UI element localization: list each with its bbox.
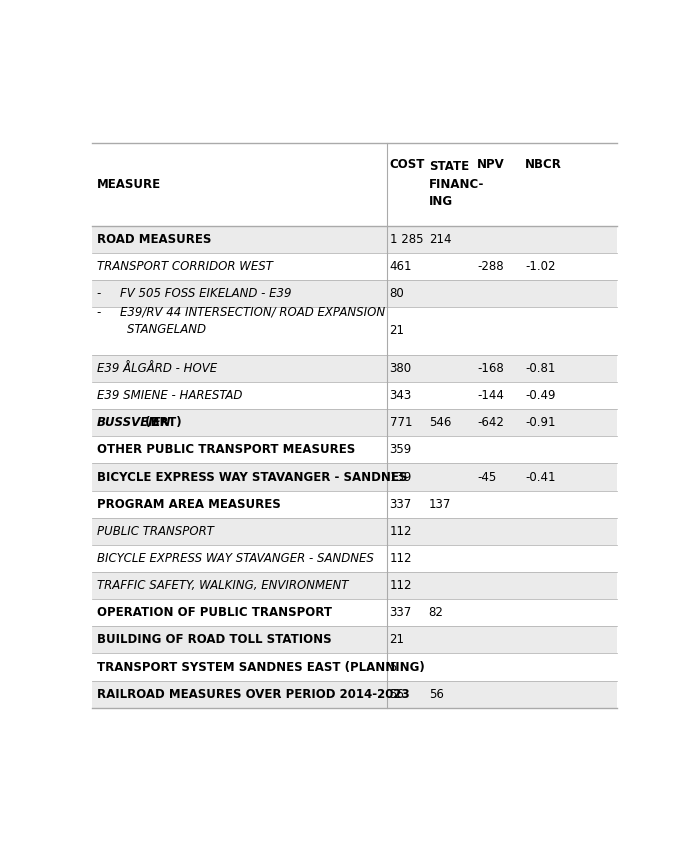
Text: -288: -288 <box>477 260 504 273</box>
Text: 1 285: 1 285 <box>390 233 423 246</box>
Bar <box>92 464 617 490</box>
Bar <box>92 599 617 626</box>
Text: 546: 546 <box>428 416 451 429</box>
Text: 56: 56 <box>428 688 444 701</box>
Text: OPERATION OF PUBLIC TRANSPORT: OPERATION OF PUBLIC TRANSPORT <box>97 606 332 619</box>
Bar <box>92 143 617 225</box>
Bar <box>92 280 617 307</box>
Text: -     FV 505 FOSS EIKELAND - E39: - FV 505 FOSS EIKELAND - E39 <box>97 287 292 300</box>
Bar <box>92 654 617 680</box>
Text: (BRT): (BRT) <box>141 416 182 429</box>
Text: -0.41: -0.41 <box>525 470 556 483</box>
Text: TRAFFIC SAFETY, WALKING, ENVIRONMENT: TRAFFIC SAFETY, WALKING, ENVIRONMENT <box>97 579 349 593</box>
Bar <box>92 355 617 382</box>
Text: 380: 380 <box>390 362 412 375</box>
Text: -1.02: -1.02 <box>525 260 556 273</box>
Text: RAILROAD MEASURES OVER PERIOD 2014-2023: RAILROAD MEASURES OVER PERIOD 2014-2023 <box>97 688 410 701</box>
Text: -0.49: -0.49 <box>525 389 556 402</box>
Text: 359: 359 <box>390 444 412 457</box>
Bar <box>92 518 617 545</box>
Text: 56: 56 <box>390 688 404 701</box>
Text: 21: 21 <box>390 634 405 647</box>
Text: -144: -144 <box>477 389 504 402</box>
Text: 771: 771 <box>390 416 412 429</box>
Text: BICYCLE EXPRESS WAY STAVANGER - SANDNES: BICYCLE EXPRESS WAY STAVANGER - SANDNES <box>97 470 408 483</box>
Text: TRANSPORT CORRIDOR WEST: TRANSPORT CORRIDOR WEST <box>97 260 273 273</box>
Bar <box>92 409 617 436</box>
Text: TRANSPORT SYSTEM SANDNES EAST (PLANNING): TRANSPORT SYSTEM SANDNES EAST (PLANNING) <box>97 660 425 673</box>
Text: 80: 80 <box>390 287 404 300</box>
Text: STATE
FINANC-
ING: STATE FINANC- ING <box>428 160 484 208</box>
Bar <box>92 253 617 280</box>
Text: -642: -642 <box>477 416 504 429</box>
Text: 461: 461 <box>390 260 412 273</box>
Text: 343: 343 <box>390 389 412 402</box>
Text: BICYCLE EXPRESS WAY STAVANGER - SANDNES: BICYCLE EXPRESS WAY STAVANGER - SANDNES <box>97 552 374 565</box>
Bar <box>92 382 617 409</box>
Text: E39 ÅLGÅRD - HOVE: E39 ÅLGÅRD - HOVE <box>97 362 217 375</box>
Text: COST: COST <box>390 158 425 171</box>
Text: MEASURE: MEASURE <box>97 178 161 191</box>
Text: PUBLIC TRANSPORT: PUBLIC TRANSPORT <box>97 525 214 538</box>
Text: -168: -168 <box>477 362 504 375</box>
Bar <box>92 545 617 572</box>
Bar <box>92 490 617 518</box>
Text: NPV: NPV <box>477 158 504 171</box>
Text: 82: 82 <box>428 606 444 619</box>
Bar <box>92 572 617 599</box>
Text: -0.81: -0.81 <box>525 362 556 375</box>
Text: 337: 337 <box>390 606 412 619</box>
Text: BUSSVEIEN: BUSSVEIEN <box>97 416 172 429</box>
Text: 112: 112 <box>390 525 412 538</box>
Bar <box>92 680 617 708</box>
Text: BUILDING OF ROAD TOLL STATIONS: BUILDING OF ROAD TOLL STATIONS <box>97 634 332 647</box>
Text: -     E39/RV 44 INTERSECTION/ ROAD EXPANSION
        STANGELAND: - E39/RV 44 INTERSECTION/ ROAD EXPANSION… <box>97 305 385 335</box>
Text: 5: 5 <box>390 660 397 673</box>
Text: OTHER PUBLIC TRANSPORT MEASURES: OTHER PUBLIC TRANSPORT MEASURES <box>97 444 356 457</box>
Bar <box>92 436 617 464</box>
Bar <box>92 307 617 355</box>
Bar <box>92 626 617 654</box>
Bar <box>92 225 617 253</box>
Text: 112: 112 <box>390 552 412 565</box>
Text: -0.91: -0.91 <box>525 416 556 429</box>
Text: 214: 214 <box>428 233 451 246</box>
Text: 139: 139 <box>390 470 412 483</box>
Text: -45: -45 <box>477 470 496 483</box>
Text: 112: 112 <box>390 579 412 593</box>
Text: 21: 21 <box>390 324 405 337</box>
Text: 337: 337 <box>390 498 412 511</box>
Text: ROAD MEASURES: ROAD MEASURES <box>97 233 212 246</box>
Text: E39 SMIENE - HARESTAD: E39 SMIENE - HARESTAD <box>97 389 243 402</box>
Text: PROGRAM AREA MEASURES: PROGRAM AREA MEASURES <box>97 498 281 511</box>
Text: 137: 137 <box>428 498 451 511</box>
Text: NBCR: NBCR <box>525 158 562 171</box>
